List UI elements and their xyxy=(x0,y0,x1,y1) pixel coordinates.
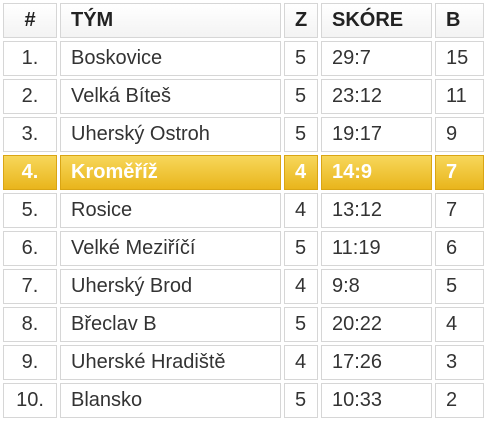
table-cell: Rosice xyxy=(60,193,281,228)
standings-table: # TÝM Z SKÓRE B 1. Boskovice 5 29:7 15 2. Velká Bí… xyxy=(3,3,484,418)
header-cell: Z xyxy=(284,3,318,38)
table-cell: 4 xyxy=(284,269,318,304)
table-row: 6. Velké Meziříčí 5 11:19 6 xyxy=(3,231,484,266)
table-cell: 14:9 xyxy=(321,155,432,190)
table-cell: 3. xyxy=(3,117,57,152)
table-cell: 9 xyxy=(435,117,484,152)
table-cell: 7. xyxy=(3,269,57,304)
table-cell: Uherský Ostroh xyxy=(60,117,281,152)
table-cell: Boskovice xyxy=(60,41,281,76)
table-row: 3. Uherský Ostroh 5 19:17 9 xyxy=(3,117,484,152)
header-cell: SKÓRE xyxy=(321,3,432,38)
table-cell: 5 xyxy=(284,307,318,342)
table-cell: 10:33 xyxy=(321,383,432,418)
table-row: 2. Velká Bíteš 5 23:12 11 xyxy=(3,79,484,114)
table-cell: 15 xyxy=(435,41,484,76)
table-cell: 5 xyxy=(284,79,318,114)
table-cell: 19:17 xyxy=(321,117,432,152)
table-row: 8. Břeclav B 5 20:22 4 xyxy=(3,307,484,342)
table-cell: 7 xyxy=(435,193,484,228)
table-cell: 11 xyxy=(435,79,484,114)
header-cell: B xyxy=(435,3,484,38)
table-cell: Břeclav B xyxy=(60,307,281,342)
table-cell: 9:8 xyxy=(321,269,432,304)
header-row: # TÝM Z SKÓRE B xyxy=(3,3,484,38)
table-row: 10. Blansko 5 10:33 2 xyxy=(3,383,484,418)
table-cell: 7 xyxy=(435,155,484,190)
table-cell: 23:12 xyxy=(321,79,432,114)
table-cell: 17:26 xyxy=(321,345,432,380)
table-cell: 5 xyxy=(284,383,318,418)
table-cell: 5. xyxy=(3,193,57,228)
table-cell: 2. xyxy=(3,79,57,114)
table-cell: 3 xyxy=(435,345,484,380)
table-cell: 1. xyxy=(3,41,57,76)
table-cell: 11:19 xyxy=(321,231,432,266)
table-cell: 4 xyxy=(435,307,484,342)
table-cell: 10. xyxy=(3,383,57,418)
header-cell: # xyxy=(3,3,57,38)
table-cell: 4. xyxy=(3,155,57,190)
table-cell: 4 xyxy=(284,345,318,380)
table-cell: 4 xyxy=(284,155,318,190)
table-row: 7. Uherský Brod 4 9:8 5 xyxy=(3,269,484,304)
table-cell: Uherské Hradiště xyxy=(60,345,281,380)
table-cell: Velká Bíteš xyxy=(60,79,281,114)
table-cell: 29:7 xyxy=(321,41,432,76)
table-cell: Velké Meziříčí xyxy=(60,231,281,266)
table-cell: 6 xyxy=(435,231,484,266)
table-cell: 5 xyxy=(284,231,318,266)
table-cell: 4 xyxy=(284,193,318,228)
table-row: 1. Boskovice 5 29:7 15 xyxy=(3,41,484,76)
table-cell: Uherský Brod xyxy=(60,269,281,304)
table-cell: 8. xyxy=(3,307,57,342)
table-row: 9. Uherské Hradiště 4 17:26 3 xyxy=(3,345,484,380)
table-cell: 2 xyxy=(435,383,484,418)
table-row: 5. Rosice 4 13:12 7 xyxy=(3,193,484,228)
table-cell: 5 xyxy=(435,269,484,304)
header-cell: TÝM xyxy=(60,3,281,38)
table-row: 4. Kroměříž 4 14:9 7 xyxy=(3,155,484,190)
table-cell: 9. xyxy=(3,345,57,380)
table-cell: 20:22 xyxy=(321,307,432,342)
table-cell: Blansko xyxy=(60,383,281,418)
table-cell: 5 xyxy=(284,41,318,76)
table-cell: 13:12 xyxy=(321,193,432,228)
table-cell: Kroměříž xyxy=(60,155,281,190)
table-cell: 6. xyxy=(3,231,57,266)
table-body: 1. Boskovice 5 29:7 15 2. Velká Bíteš 5 23:12 11 3… xyxy=(3,41,484,418)
table-cell: 5 xyxy=(284,117,318,152)
